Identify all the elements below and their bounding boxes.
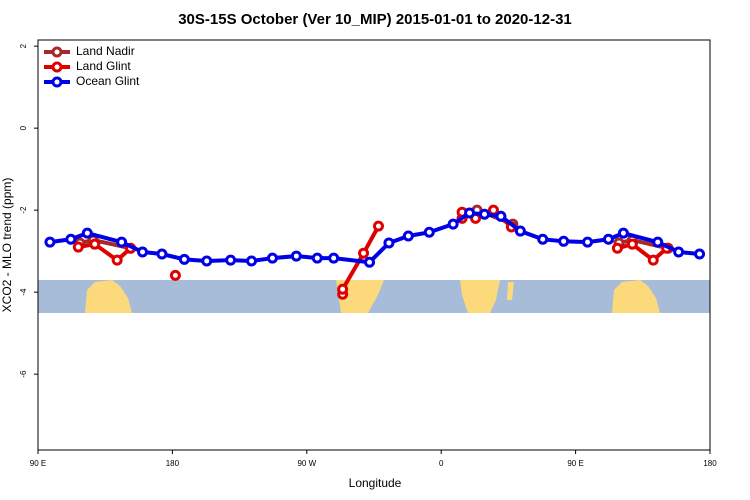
series-point (582, 236, 594, 248)
legend-marker (51, 46, 63, 58)
legend-label: Land Nadir (76, 44, 135, 58)
plot-frame (37, 39, 711, 451)
series-point (495, 210, 507, 222)
series-line (49, 210, 700, 265)
y-tick-label: 0 (19, 125, 28, 130)
series-line (616, 241, 669, 263)
legend-marker (51, 61, 63, 73)
y-axis-label: XCO2 - MLO trend (ppm) (0, 178, 14, 313)
series-point (290, 250, 302, 262)
x-tick-label: 90 E (30, 459, 46, 468)
series-point (328, 252, 340, 264)
legend-label: Ocean Glint (76, 74, 140, 88)
x-tick-label: 90 E (567, 459, 583, 468)
series-point (311, 252, 323, 264)
series-point (81, 227, 93, 239)
series-point (372, 220, 384, 232)
series-point (626, 238, 638, 250)
series-point (358, 247, 370, 259)
series-point (116, 236, 128, 248)
series-point (537, 233, 549, 245)
legend-marker (51, 76, 63, 88)
series-point (464, 207, 476, 219)
series-point (694, 248, 706, 260)
y-tick-label: -2 (19, 206, 28, 214)
series-point (447, 218, 459, 230)
series-point (137, 246, 149, 258)
series-point (72, 241, 84, 253)
y-tick-label: 2 (19, 43, 28, 48)
series-point (364, 256, 376, 268)
series-point (89, 238, 101, 250)
series-point (225, 254, 237, 266)
y-tick-label: -4 (19, 288, 28, 296)
series-line (77, 242, 132, 263)
x-tick-label: 180 (703, 459, 717, 468)
series-point (673, 246, 685, 258)
x-tick-label: 180 (166, 459, 180, 468)
chart-title: 30S-15S October (Ver 10_MIP) 2015-01-01 … (178, 11, 572, 28)
map-strip (38, 280, 710, 313)
x-tick-label: 90 W (297, 459, 316, 468)
series-point (423, 226, 435, 238)
series-point (617, 227, 629, 239)
series-point (156, 248, 168, 260)
series-point (266, 252, 278, 264)
series-point (44, 236, 56, 248)
series-point (111, 254, 123, 266)
series-point (652, 236, 664, 248)
series-point (487, 204, 499, 216)
series-point (178, 253, 190, 265)
series-point (558, 235, 570, 247)
series-point (402, 230, 414, 242)
y-tick-label: -6 (19, 370, 28, 378)
series-point (337, 283, 349, 295)
series-point (611, 242, 623, 254)
series-point (514, 225, 526, 237)
legend-label: Land Glint (76, 59, 131, 73)
x-tick-label: 0 (439, 459, 444, 468)
series-point (246, 255, 258, 267)
series-point (201, 255, 213, 267)
series-point (602, 233, 614, 245)
series-point (65, 233, 77, 245)
series-point (383, 237, 395, 249)
x-axis-label: Longitude (349, 476, 402, 490)
series-point (647, 254, 659, 266)
series-point (169, 269, 181, 281)
series-point (479, 208, 491, 220)
